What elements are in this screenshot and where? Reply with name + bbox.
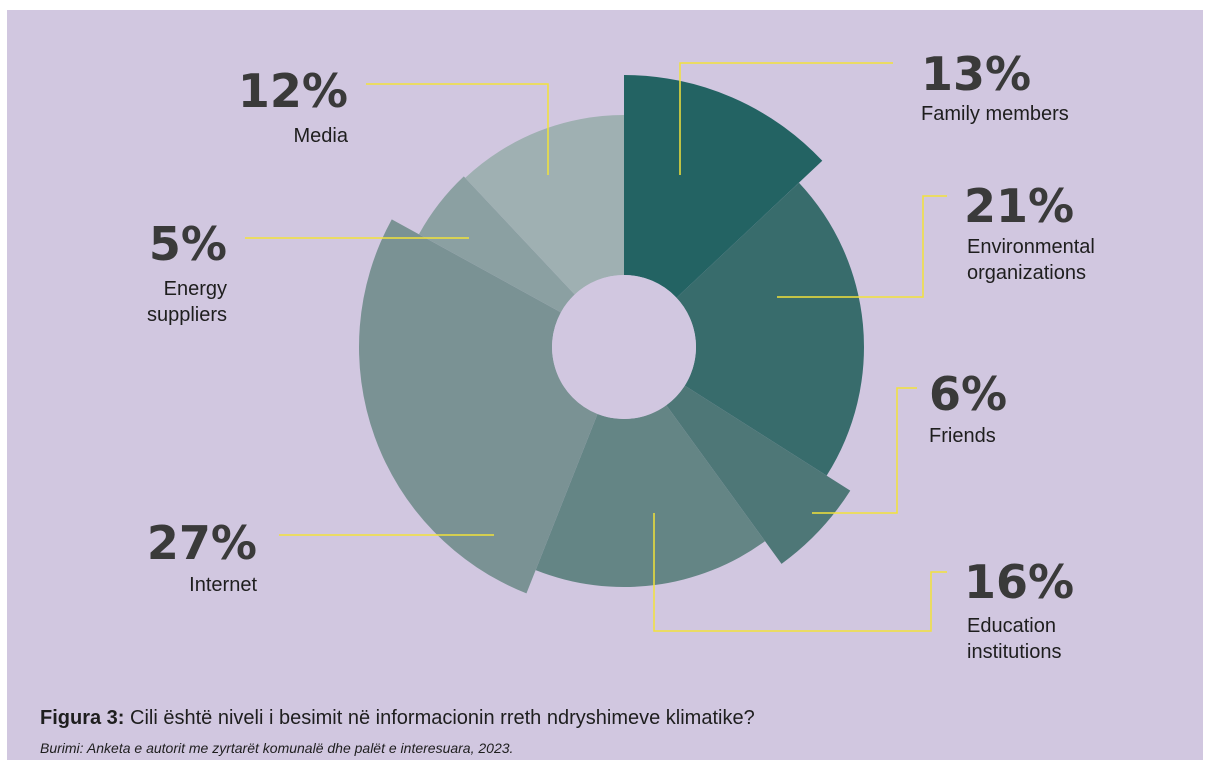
label-pct-energy-suppliers: 5% (149, 217, 227, 271)
leader-line-media (366, 83, 549, 175)
donut-hole (552, 275, 696, 419)
label-name-family-members: Family members (921, 103, 1069, 125)
label-name-friends: Friends (929, 425, 996, 447)
label-name-education-institutions-line1: Education (967, 615, 1056, 637)
slice-family-members (624, 75, 823, 298)
label-name-education-institutions-line2: institutions (967, 641, 1062, 663)
leader-line-friends (812, 387, 917, 514)
label-name-environmental-organizations-line1: Environmental (967, 236, 1095, 258)
figure-caption-prefix: Figura 3: (40, 707, 125, 729)
label-name-environmental-organizations-line2: organizations (967, 262, 1086, 284)
polar-area-chart: 13% Family members 21% Environmental org… (147, 47, 1095, 663)
figure-caption: Figura 3: Cili është niveli i besimit në… (40, 707, 755, 730)
label-pct-family-members: 13% (921, 47, 1031, 101)
slice-environmental-organizations (676, 182, 864, 476)
figure-source: Burimi: Anketa e autorit me zyrtarët kom… (40, 740, 514, 756)
leader-line-education-institutions (653, 513, 947, 632)
label-pct-internet: 27% (147, 516, 257, 570)
label-name-energy-suppliers-line1: Energy (164, 278, 227, 300)
label-pct-friends: 6% (929, 367, 1007, 421)
slice-education-institutions (535, 405, 766, 588)
label-name-media: Media (294, 125, 349, 147)
label-pct-environmental-organizations: 21% (964, 179, 1074, 233)
figure-panel: 13% Family members 21% Environmental org… (7, 10, 1203, 760)
figure-caption-text: Cili është niveli i besimit në informaci… (124, 707, 755, 729)
label-name-energy-suppliers-line2: suppliers (147, 304, 227, 326)
slice-internet (358, 219, 598, 594)
label-pct-media: 12% (238, 64, 348, 118)
slice-energy-suppliers (418, 176, 575, 313)
slice-friends (666, 385, 851, 564)
label-pct-education-institutions: 16% (964, 555, 1074, 609)
leader-line-environmental-organizations (777, 195, 947, 298)
label-name-internet: Internet (189, 574, 257, 596)
slice-media (465, 115, 624, 295)
leader-line-family-members (679, 62, 893, 175)
